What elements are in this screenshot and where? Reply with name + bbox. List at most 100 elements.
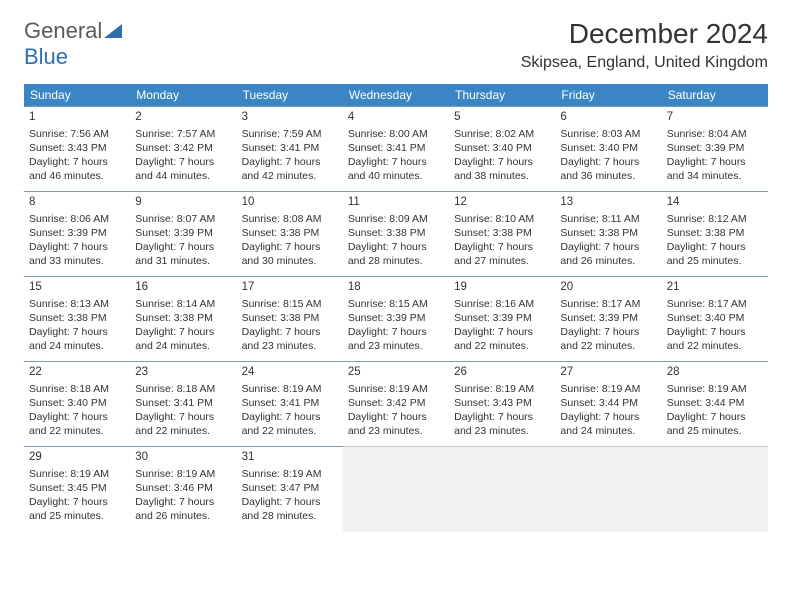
daylight-text: Daylight: 7 hours <box>454 155 550 169</box>
day-number: 12 <box>454 195 550 211</box>
calendar-day-cell: 18Sunrise: 8:15 AMSunset: 3:39 PMDayligh… <box>343 277 449 362</box>
sunset-text: Sunset: 3:44 PM <box>560 396 656 410</box>
calendar-day-cell: 23Sunrise: 8:18 AMSunset: 3:41 PMDayligh… <box>130 362 236 447</box>
sunrise-text: Sunrise: 8:18 AM <box>135 382 231 396</box>
sunset-text: Sunset: 3:38 PM <box>29 311 125 325</box>
daylight-text: Daylight: 7 hours <box>135 155 231 169</box>
day-number: 2 <box>135 110 231 126</box>
daylight-text: and 31 minutes. <box>135 254 231 268</box>
daylight-text: Daylight: 7 hours <box>29 240 125 254</box>
sunset-text: Sunset: 3:39 PM <box>454 311 550 325</box>
daylight-text: and 22 minutes. <box>560 339 656 353</box>
day-number: 3 <box>242 110 338 126</box>
daylight-text: Daylight: 7 hours <box>348 240 444 254</box>
sunrise-text: Sunrise: 8:17 AM <box>667 297 763 311</box>
calendar-day-cell <box>449 447 555 532</box>
sunset-text: Sunset: 3:45 PM <box>29 481 125 495</box>
weekday-thursday: Thursday <box>449 84 555 107</box>
logo-text-general: General <box>24 18 102 43</box>
day-number: 31 <box>242 450 338 466</box>
sunset-text: Sunset: 3:47 PM <box>242 481 338 495</box>
calendar-day-cell: 27Sunrise: 8:19 AMSunset: 3:44 PMDayligh… <box>555 362 661 447</box>
day-number: 26 <box>454 365 550 381</box>
sunset-text: Sunset: 3:43 PM <box>454 396 550 410</box>
day-number: 25 <box>348 365 444 381</box>
calendar-day-cell: 19Sunrise: 8:16 AMSunset: 3:39 PMDayligh… <box>449 277 555 362</box>
logo-triangle-icon <box>104 24 122 38</box>
sunrise-text: Sunrise: 8:19 AM <box>135 467 231 481</box>
daylight-text: and 22 minutes. <box>242 424 338 438</box>
sunset-text: Sunset: 3:42 PM <box>348 396 444 410</box>
sunrise-text: Sunrise: 8:08 AM <box>242 212 338 226</box>
daylight-text: and 28 minutes. <box>242 509 338 523</box>
day-number: 18 <box>348 280 444 296</box>
daylight-text: and 22 minutes. <box>454 339 550 353</box>
calendar-day-cell: 12Sunrise: 8:10 AMSunset: 3:38 PMDayligh… <box>449 192 555 277</box>
calendar-day-cell: 16Sunrise: 8:14 AMSunset: 3:38 PMDayligh… <box>130 277 236 362</box>
header: General Blue December 2024 Skipsea, Engl… <box>24 18 768 72</box>
calendar-week-row: 29 Sunrise: 8:19 AM Sunset: 3:45 PM Dayligh… <box>24 447 768 532</box>
daylight-text: and 25 minutes. <box>667 424 763 438</box>
sunset-text: Sunset: 3:41 PM <box>135 396 231 410</box>
month-title: December 2024 <box>521 18 768 50</box>
sunrise-text: Sunrise: 8:14 AM <box>135 297 231 311</box>
sunrise-text: Sunrise: 7:57 AM <box>135 127 231 141</box>
sunset-text: Sunset: 3:46 PM <box>135 481 231 495</box>
sunrise-text: Sunrise: 8:02 AM <box>454 127 550 141</box>
day-number: 6 <box>560 110 656 126</box>
daylight-text: and 38 minutes. <box>454 169 550 183</box>
calendar-day-cell: 4Sunrise: 8:00 AMSunset: 3:41 PMDaylight… <box>343 107 449 192</box>
calendar-day-cell: 17Sunrise: 8:15 AMSunset: 3:38 PMDayligh… <box>237 277 343 362</box>
sunrise-text: Sunrise: 8:12 AM <box>667 212 763 226</box>
sunset-text: Sunset: 3:38 PM <box>348 226 444 240</box>
sunrise-text: Sunrise: 8:19 AM <box>242 382 338 396</box>
daylight-text: and 24 minutes. <box>560 424 656 438</box>
sunset-text: Sunset: 3:41 PM <box>242 141 338 155</box>
calendar-day-cell: 9Sunrise: 8:07 AMSunset: 3:39 PMDaylight… <box>130 192 236 277</box>
day-number: 9 <box>135 195 231 211</box>
calendar-day-cell: 31Sunrise: 8:19 AMSunset: 3:47 PMDayligh… <box>237 447 343 532</box>
weekday-wednesday: Wednesday <box>343 84 449 107</box>
daylight-text: and 23 minutes. <box>242 339 338 353</box>
calendar-day-cell: 28Sunrise: 8:19 AMSunset: 3:44 PMDayligh… <box>662 362 768 447</box>
day-number: 23 <box>135 365 231 381</box>
calendar-day-cell: 10Sunrise: 8:08 AMSunset: 3:38 PMDayligh… <box>237 192 343 277</box>
daylight-text: and 46 minutes. <box>29 169 125 183</box>
daylight-text: and 23 minutes. <box>454 424 550 438</box>
daylight-text: and 22 minutes. <box>667 339 763 353</box>
day-number: 27 <box>560 365 656 381</box>
day-number: 22 <box>29 365 125 381</box>
calendar-day-cell: 15Sunrise: 8:13 AMSunset: 3:38 PMDayligh… <box>24 277 130 362</box>
daylight-text: Daylight: 7 hours <box>667 410 763 424</box>
day-number: 19 <box>454 280 550 296</box>
sunset-text: Sunset: 3:39 PM <box>135 226 231 240</box>
sunset-text: Sunset: 3:41 PM <box>348 141 444 155</box>
sunset-text: Sunset: 3:42 PM <box>135 141 231 155</box>
sunset-text: Sunset: 3:43 PM <box>29 141 125 155</box>
sunrise-text: Sunrise: 8:17 AM <box>560 297 656 311</box>
sunrise-text: Sunrise: 8:09 AM <box>348 212 444 226</box>
weekday-header-row: Sunday Monday Tuesday Wednesday Thursday… <box>24 84 768 107</box>
day-number: 15 <box>29 280 125 296</box>
daylight-text: Daylight: 7 hours <box>667 155 763 169</box>
calendar-day-cell: 3Sunrise: 7:59 AMSunset: 3:41 PMDaylight… <box>237 107 343 192</box>
sunset-text: Sunset: 3:41 PM <box>242 396 338 410</box>
daylight-text: Daylight: 7 hours <box>667 240 763 254</box>
daylight-text: Daylight: 7 hours <box>560 325 656 339</box>
calendar-day-cell <box>662 447 768 532</box>
weekday-friday: Friday <box>555 84 661 107</box>
calendar-day-cell: 22Sunrise: 8:18 AMSunset: 3:40 PMDayligh… <box>24 362 130 447</box>
daylight-text: Daylight: 7 hours <box>135 495 231 509</box>
day-number: 8 <box>29 195 125 211</box>
sunset-text: Sunset: 3:40 PM <box>29 396 125 410</box>
day-number: 29 <box>29 450 125 466</box>
daylight-text: Daylight: 7 hours <box>135 325 231 339</box>
calendar-day-cell: 29Sunrise: 8:19 AMSunset: 3:45 PMDayligh… <box>24 447 130 532</box>
daylight-text: Daylight: 7 hours <box>135 240 231 254</box>
daylight-text: Daylight: 7 hours <box>454 240 550 254</box>
daylight-text: Daylight: 7 hours <box>667 325 763 339</box>
day-number: 20 <box>560 280 656 296</box>
weekday-sunday: Sunday <box>24 84 130 107</box>
calendar-day-cell: 1Sunrise: 7:56 AMSunset: 3:43 PMDaylight… <box>24 107 130 192</box>
calendar-day-cell: 21Sunrise: 8:17 AMSunset: 3:40 PMDayligh… <box>662 277 768 362</box>
